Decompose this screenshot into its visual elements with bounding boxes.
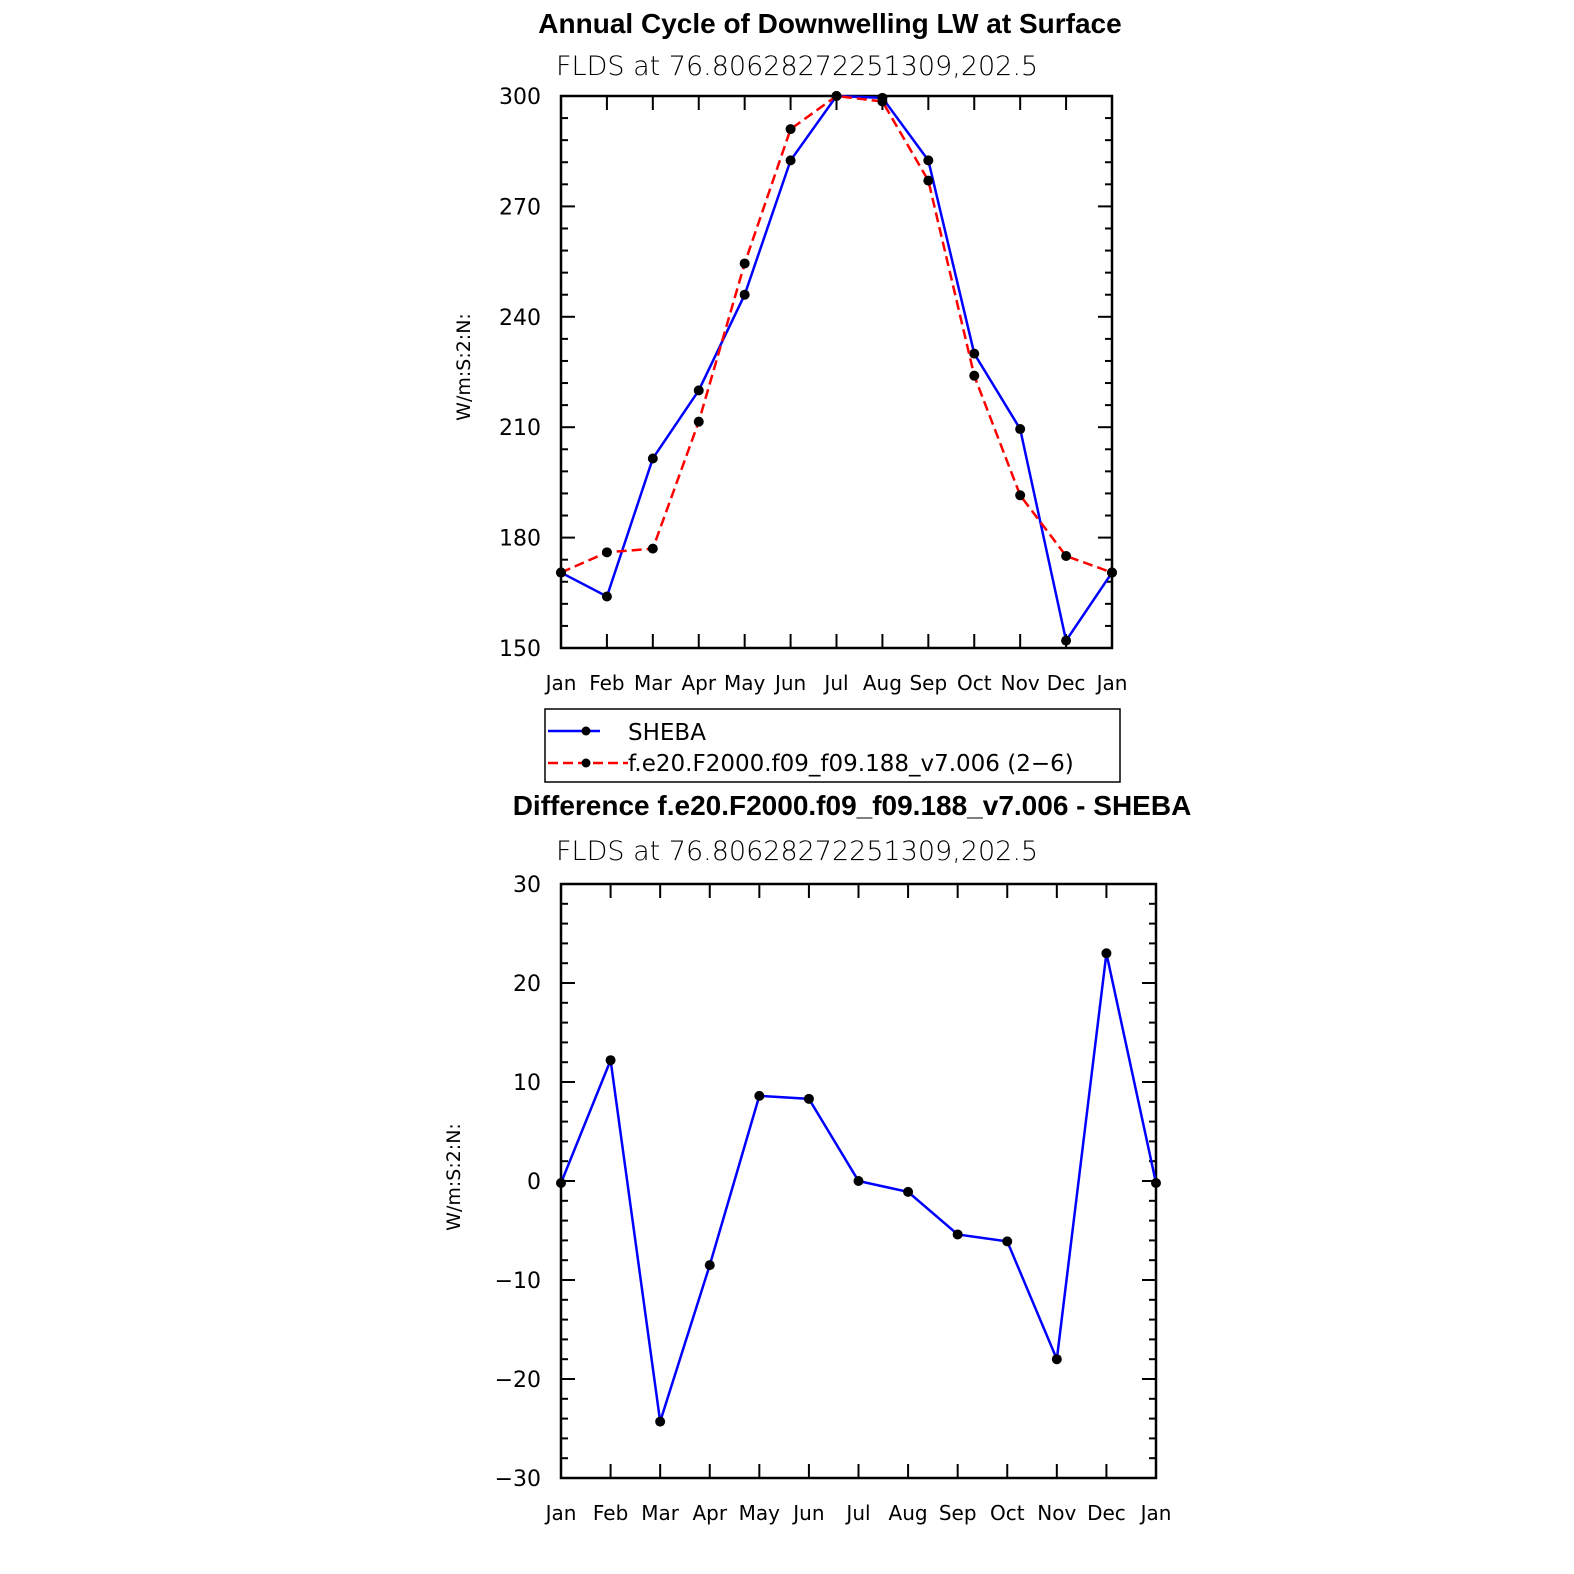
bottom-chart-x-tick-label: Jan [544, 1501, 577, 1525]
bottom-chart-x-tick-label: Sep [939, 1501, 977, 1525]
bottom-chart-series-0-point [1151, 1177, 1161, 1188]
bottom-chart-series-0-point [1051, 1354, 1062, 1365]
top-chart-x-tick-label: Mar [634, 671, 673, 695]
top-chart-x-tick-label: Jan [1095, 671, 1128, 695]
bottom-chart-x-tick-label: Mar [641, 1501, 680, 1525]
top-chart-x-tick-label: Apr [681, 671, 716, 695]
bottom-chart-y-tick-label: −30 [495, 1467, 541, 1492]
top-chart-series-1-line [560, 94, 1113, 574]
bottom-chart-series-0-point [853, 1176, 864, 1186]
top-chart-series-0-point [739, 289, 750, 300]
bottom-chart-series-0-point [903, 1186, 914, 1197]
top-chart-series-1-point [556, 567, 566, 578]
bottom-chart-y-tick-label: 30 [513, 873, 541, 898]
bottom-chart-series-0-point [952, 1229, 963, 1240]
top-chart-x-tick-label: Nov [1001, 671, 1040, 695]
top-chart-y-tick-label: 270 [499, 195, 541, 220]
top-chart-series-0-point [1061, 635, 1072, 646]
top-chart-y-tick-label: 300 [499, 85, 541, 110]
top-chart-x-tick-label: Sep [909, 671, 947, 695]
top-chart-x-tick-label: Aug [863, 671, 902, 695]
bottom-chart-series-0-point [556, 1177, 566, 1188]
top-chart-series-1-point [923, 175, 934, 186]
top-chart-series-0-point [923, 155, 934, 166]
bottom-chart-series-0-point [754, 1090, 765, 1101]
top-chart-y-tick-label: 240 [499, 306, 541, 331]
bottom-chart-y-tick-label: −10 [495, 1269, 541, 1294]
bottom-chart-plot-area: −30 −20 −10 0 10 20 30 Jan Feb Mar Apr May Jun Jul Aug… [495, 873, 1172, 1525]
bottom-chart-x-tick-label: Feb [593, 1501, 628, 1525]
top-chart-series-1-point [831, 91, 842, 101]
top-chart-x-tick-label: Dec [1047, 671, 1086, 695]
bottom-chart-y-tick-label: 0 [527, 1170, 541, 1195]
bottom-chart-y-tick-label: 10 [513, 1071, 541, 1096]
bottom-chart-series-0-point [655, 1416, 666, 1427]
bottom-chart-y-axis-label: W/m:S:2:N: [443, 1123, 465, 1231]
legend-sheba-marker-icon [581, 726, 591, 736]
bottom-chart-series-0-line [559, 953, 1158, 1422]
top-chart-x-tick-label: Feb [589, 671, 624, 695]
top-chart-series-1-point [601, 547, 612, 558]
top-chart-series-1-point [969, 370, 980, 381]
top-chart-x-tick-label: Jun [773, 671, 806, 695]
top-chart-series-1-point [647, 543, 658, 554]
bottom-chart-x-tick-label: Jul [844, 1501, 870, 1525]
top-chart-series-0-point [1015, 424, 1026, 435]
bottom-chart-series-0-point [803, 1093, 814, 1104]
top-chart-x-tick-label: Oct [957, 671, 992, 695]
top-chart-series-1-point [1015, 490, 1026, 501]
top-chart-series-0-point [647, 453, 658, 464]
top-chart-series-1-point [877, 96, 888, 107]
bottom-chart-series-0-point [1101, 948, 1112, 959]
bottom-chart-x-tick-label: Apr [692, 1501, 727, 1525]
top-chart-legend: SHEBA f.e20.F2000.f09_f09.188_v7.006 (2−… [544, 708, 1121, 783]
top-chart-series-1-point [1061, 551, 1072, 561]
top-chart-x-tick-label: May [724, 671, 766, 695]
top-chart-series-1-point [693, 416, 704, 427]
top-chart-y-tick-label: 210 [499, 416, 541, 441]
top-chart-series-0-line [560, 94, 1114, 644]
top-chart-series-1-point [739, 258, 750, 269]
bottom-chart-series-0-point [605, 1055, 616, 1066]
bottom-chart-series-0-point [1002, 1236, 1013, 1247]
top-chart-title: Annual Cycle of Downwelling LW at Surfac… [538, 8, 1121, 39]
top-chart-series-0-point [785, 155, 796, 166]
top-chart-series-0-point [693, 385, 704, 396]
top-chart-subtitle: FLDS at 76.80628272251309,202.5 [556, 51, 1038, 82]
bottom-chart-title: Difference f.e20.F2000.f09_f09.188_v7.00… [513, 790, 1192, 821]
bottom-chart-x-tick-label: Nov [1037, 1501, 1076, 1525]
bottom-chart-subtitle: FLDS at 76.80628272251309,202.5 [556, 836, 1038, 867]
top-chart-y-tick-label: 150 [499, 637, 541, 662]
top-chart-y-axis-label: W/m:S:2:N: [453, 313, 475, 421]
top-chart-series-0-point [601, 591, 612, 602]
bottom-chart-x-tick-label: Jun [791, 1501, 824, 1525]
bottom-chart-x-tick-label: Aug [889, 1501, 928, 1525]
top-chart-y-tick-label: 180 [499, 527, 541, 552]
bottom-chart-x-tick-label: Jan [1139, 1501, 1172, 1525]
bottom-chart-y-tick-label: −20 [495, 1368, 541, 1393]
legend-model-label: f.e20.F2000.f09_f09.188_v7.006 (2−6) [628, 751, 1074, 777]
bottom-chart-x-tick-label: Oct [990, 1501, 1025, 1525]
legend-sheba-label: SHEBA [628, 720, 706, 746]
bottom-chart-x-tick-label: May [739, 1501, 781, 1525]
bottom-chart-series-0-point [704, 1260, 715, 1271]
bottom-chart-y-tick-label: 20 [513, 972, 541, 997]
top-chart-frame [559, 94, 1114, 650]
top-chart-x-tick-label: Jul [822, 671, 848, 695]
top-chart-series-0-point [969, 348, 980, 359]
top-chart-series-1-point [1107, 567, 1117, 578]
top-chart-x-tick-label: Jan [544, 671, 577, 695]
bottom-chart-x-tick-label: Dec [1087, 1501, 1126, 1525]
top-chart-plot-area: 150 180 210 240 270 300 Jan Feb Mar Apr May Jun Jul A… [499, 85, 1127, 695]
top-chart-series-1-point [785, 124, 796, 135]
legend-frame [544, 708, 1121, 783]
legend-model-marker-icon [581, 758, 591, 768]
